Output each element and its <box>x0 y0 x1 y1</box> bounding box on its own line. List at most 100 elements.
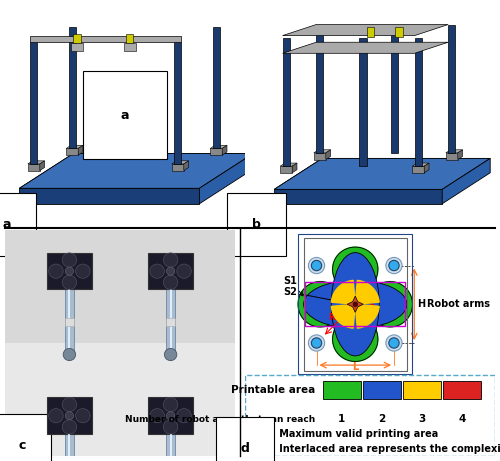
Text: S1: Maximum valid printing area: S1: Maximum valid printing area <box>258 429 438 439</box>
Polygon shape <box>298 247 412 361</box>
Circle shape <box>150 264 164 278</box>
Polygon shape <box>414 38 422 166</box>
Polygon shape <box>212 27 220 148</box>
Circle shape <box>62 275 76 290</box>
Bar <box>362 381 401 399</box>
Polygon shape <box>20 154 254 188</box>
Bar <box>402 381 442 399</box>
Bar <box>442 381 481 399</box>
Circle shape <box>62 253 76 267</box>
Circle shape <box>312 338 322 348</box>
Polygon shape <box>442 159 490 204</box>
Polygon shape <box>5 230 235 343</box>
Circle shape <box>150 408 164 423</box>
Polygon shape <box>66 145 83 148</box>
Bar <box>322 381 361 399</box>
Polygon shape <box>126 35 134 43</box>
Polygon shape <box>458 150 462 160</box>
Polygon shape <box>46 397 92 434</box>
Polygon shape <box>78 145 83 155</box>
Polygon shape <box>28 164 40 171</box>
Polygon shape <box>124 43 136 51</box>
Bar <box>304 238 407 371</box>
Polygon shape <box>20 154 254 188</box>
Circle shape <box>76 408 90 423</box>
Polygon shape <box>326 150 330 160</box>
Polygon shape <box>314 150 330 153</box>
Circle shape <box>66 412 74 420</box>
Text: R1: R1 <box>366 301 380 315</box>
Polygon shape <box>40 161 44 171</box>
Circle shape <box>164 397 178 412</box>
Text: c: c <box>18 438 26 452</box>
Circle shape <box>48 264 63 278</box>
Polygon shape <box>170 434 172 461</box>
Text: a: a <box>121 109 129 122</box>
Circle shape <box>62 420 76 434</box>
Circle shape <box>48 408 63 423</box>
Polygon shape <box>360 38 366 166</box>
Polygon shape <box>274 159 490 189</box>
Polygon shape <box>366 27 374 37</box>
Polygon shape <box>282 38 290 166</box>
Polygon shape <box>68 290 70 355</box>
Polygon shape <box>172 164 184 171</box>
Text: d: d <box>240 443 250 455</box>
Circle shape <box>164 275 178 290</box>
Polygon shape <box>316 24 324 153</box>
Text: Number of robot arms that can reach: Number of robot arms that can reach <box>125 414 315 424</box>
Polygon shape <box>174 42 182 164</box>
Polygon shape <box>282 42 448 53</box>
Circle shape <box>353 302 358 307</box>
Circle shape <box>386 335 402 351</box>
Polygon shape <box>5 343 235 456</box>
Text: L: L <box>352 361 358 372</box>
Polygon shape <box>65 318 74 326</box>
Polygon shape <box>66 148 78 155</box>
Polygon shape <box>448 24 456 153</box>
Polygon shape <box>424 163 429 173</box>
Polygon shape <box>280 166 292 173</box>
Circle shape <box>62 397 76 412</box>
Text: Printable area: Printable area <box>231 385 315 395</box>
Polygon shape <box>71 43 83 51</box>
Polygon shape <box>222 145 227 155</box>
Polygon shape <box>68 434 70 461</box>
Polygon shape <box>446 153 458 160</box>
Text: 2: 2 <box>378 414 386 424</box>
Circle shape <box>389 338 399 348</box>
Polygon shape <box>74 35 80 43</box>
Polygon shape <box>412 163 429 166</box>
Polygon shape <box>30 42 38 164</box>
Circle shape <box>386 257 402 274</box>
Polygon shape <box>292 163 297 173</box>
Circle shape <box>177 408 192 423</box>
Polygon shape <box>172 161 188 164</box>
Circle shape <box>164 349 177 361</box>
Circle shape <box>312 260 322 271</box>
Polygon shape <box>166 318 175 326</box>
Polygon shape <box>274 159 490 189</box>
Polygon shape <box>412 166 424 173</box>
Circle shape <box>66 267 74 275</box>
Text: S2: S2 <box>284 287 350 305</box>
Polygon shape <box>332 304 355 328</box>
Polygon shape <box>347 296 364 313</box>
Polygon shape <box>148 253 194 290</box>
Bar <box>298 234 412 374</box>
Circle shape <box>308 335 324 351</box>
Polygon shape <box>280 163 297 166</box>
Ellipse shape <box>304 280 407 328</box>
Text: S1: S1 <box>284 276 303 296</box>
Polygon shape <box>274 189 442 204</box>
Circle shape <box>63 349 76 361</box>
Text: a: a <box>2 218 11 231</box>
Circle shape <box>164 253 178 267</box>
Text: 3: 3 <box>418 414 426 424</box>
Polygon shape <box>66 434 74 461</box>
Text: R2: R2 <box>328 313 341 322</box>
Polygon shape <box>30 35 182 42</box>
Circle shape <box>177 264 192 278</box>
Circle shape <box>166 412 174 420</box>
Polygon shape <box>396 27 402 37</box>
